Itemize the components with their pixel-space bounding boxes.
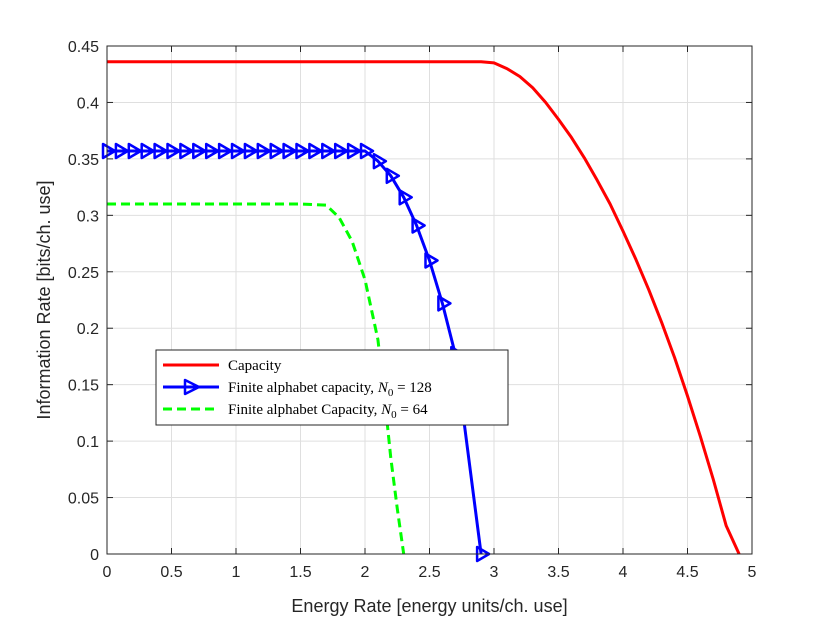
series-line-1	[107, 60, 741, 555]
series-2-marker	[192, 142, 207, 160]
legend-n128-prefix: Finite alphabet capacity,	[228, 380, 378, 396]
y-tick-label: 0.25	[68, 265, 99, 282]
series-2-marker	[179, 142, 194, 160]
legend-n64-prefix: Finite alphabet Capacity,	[228, 402, 381, 418]
y-tick-label: 0.05	[68, 491, 99, 508]
ticks	[106, 45, 753, 555]
legend-n128-sym: N	[377, 380, 389, 396]
series-2-marker	[437, 295, 452, 312]
series-2-marker	[217, 142, 233, 160]
series-2-marker	[282, 142, 297, 160]
series-2-marker	[101, 142, 117, 160]
series-2-marker	[127, 142, 143, 160]
series-2-marker	[359, 142, 375, 160]
series-2-marker	[166, 142, 181, 160]
x-tick-label: 3	[490, 564, 499, 581]
series-2-marker	[140, 142, 155, 160]
series-2-marker	[204, 142, 220, 160]
series-2-marker	[295, 142, 310, 160]
x-tick-label: 5	[748, 564, 757, 581]
series-2-marker	[256, 142, 272, 160]
legend: Capacity Finite alphabet capacity, N0 = …	[155, 349, 509, 426]
series-2-marker	[411, 217, 426, 234]
series-2-marker	[269, 142, 284, 160]
series-2-marker	[372, 152, 388, 170]
y-tick-label: 0.45	[68, 39, 99, 56]
legend-n64-eq: = 64	[397, 402, 428, 418]
series-2-marker	[333, 142, 349, 160]
y-tick-label: 0.35	[68, 152, 99, 169]
legend-n128-sub: 0	[388, 387, 394, 399]
x-tick-label: 2	[361, 564, 370, 581]
x-tick-label: 2.5	[418, 564, 440, 581]
series-2-marker	[243, 142, 259, 160]
legend-label-n128: Finite alphabet capacity, N0 = 128	[228, 380, 432, 399]
series-line-3	[107, 202, 406, 555]
x-tick-label: 1.5	[289, 564, 311, 581]
y-tick-label: 0.4	[77, 95, 99, 112]
x-tick-label: 3.5	[547, 564, 569, 581]
legend-n64-sym: N	[380, 402, 392, 418]
series-2-marker	[346, 142, 362, 160]
series-2-marker	[398, 189, 413, 206]
legend-n64-sub: 0	[391, 409, 397, 421]
legend-label-capacity: Capacity	[228, 358, 282, 374]
x-tick-label: 0	[103, 564, 112, 581]
series-2-marker	[321, 142, 336, 160]
y-tick-label: 0	[90, 547, 99, 564]
x-tick-label: 0.5	[160, 564, 182, 581]
series-layer	[101, 60, 741, 563]
series-2-marker	[114, 142, 130, 160]
series-2-marker	[385, 167, 401, 185]
tick-labels: 0 0.5 1 1.5 2 2.5 3 3.5 4 4.5 5 0 0.05 0.1 0.15 0.2 0.25…	[68, 39, 757, 581]
legend-n128-eq: = 128	[393, 380, 431, 396]
series-2-marker	[308, 142, 323, 160]
x-tick-label: 4.5	[676, 564, 698, 581]
x-tick-label: 4	[619, 564, 628, 581]
series-2-marker	[230, 142, 246, 160]
y-tick-label: 0.2	[77, 321, 99, 338]
y-axis-title: Information Rate [bits/ch. use]	[34, 180, 54, 419]
series-2-marker	[153, 142, 168, 160]
x-tick-label: 1	[232, 564, 241, 581]
y-tick-label: 0.15	[68, 378, 99, 395]
y-tick-label: 0.1	[77, 434, 99, 451]
y-tick-label: 0.3	[77, 208, 99, 225]
x-axis-title: Energy Rate [energy units/ch. use]	[291, 596, 567, 616]
legend-marker-n128	[183, 378, 201, 396]
series-2-marker	[424, 252, 439, 269]
legend-label-n64: Finite alphabet Capacity, N0 = 64	[228, 402, 428, 421]
